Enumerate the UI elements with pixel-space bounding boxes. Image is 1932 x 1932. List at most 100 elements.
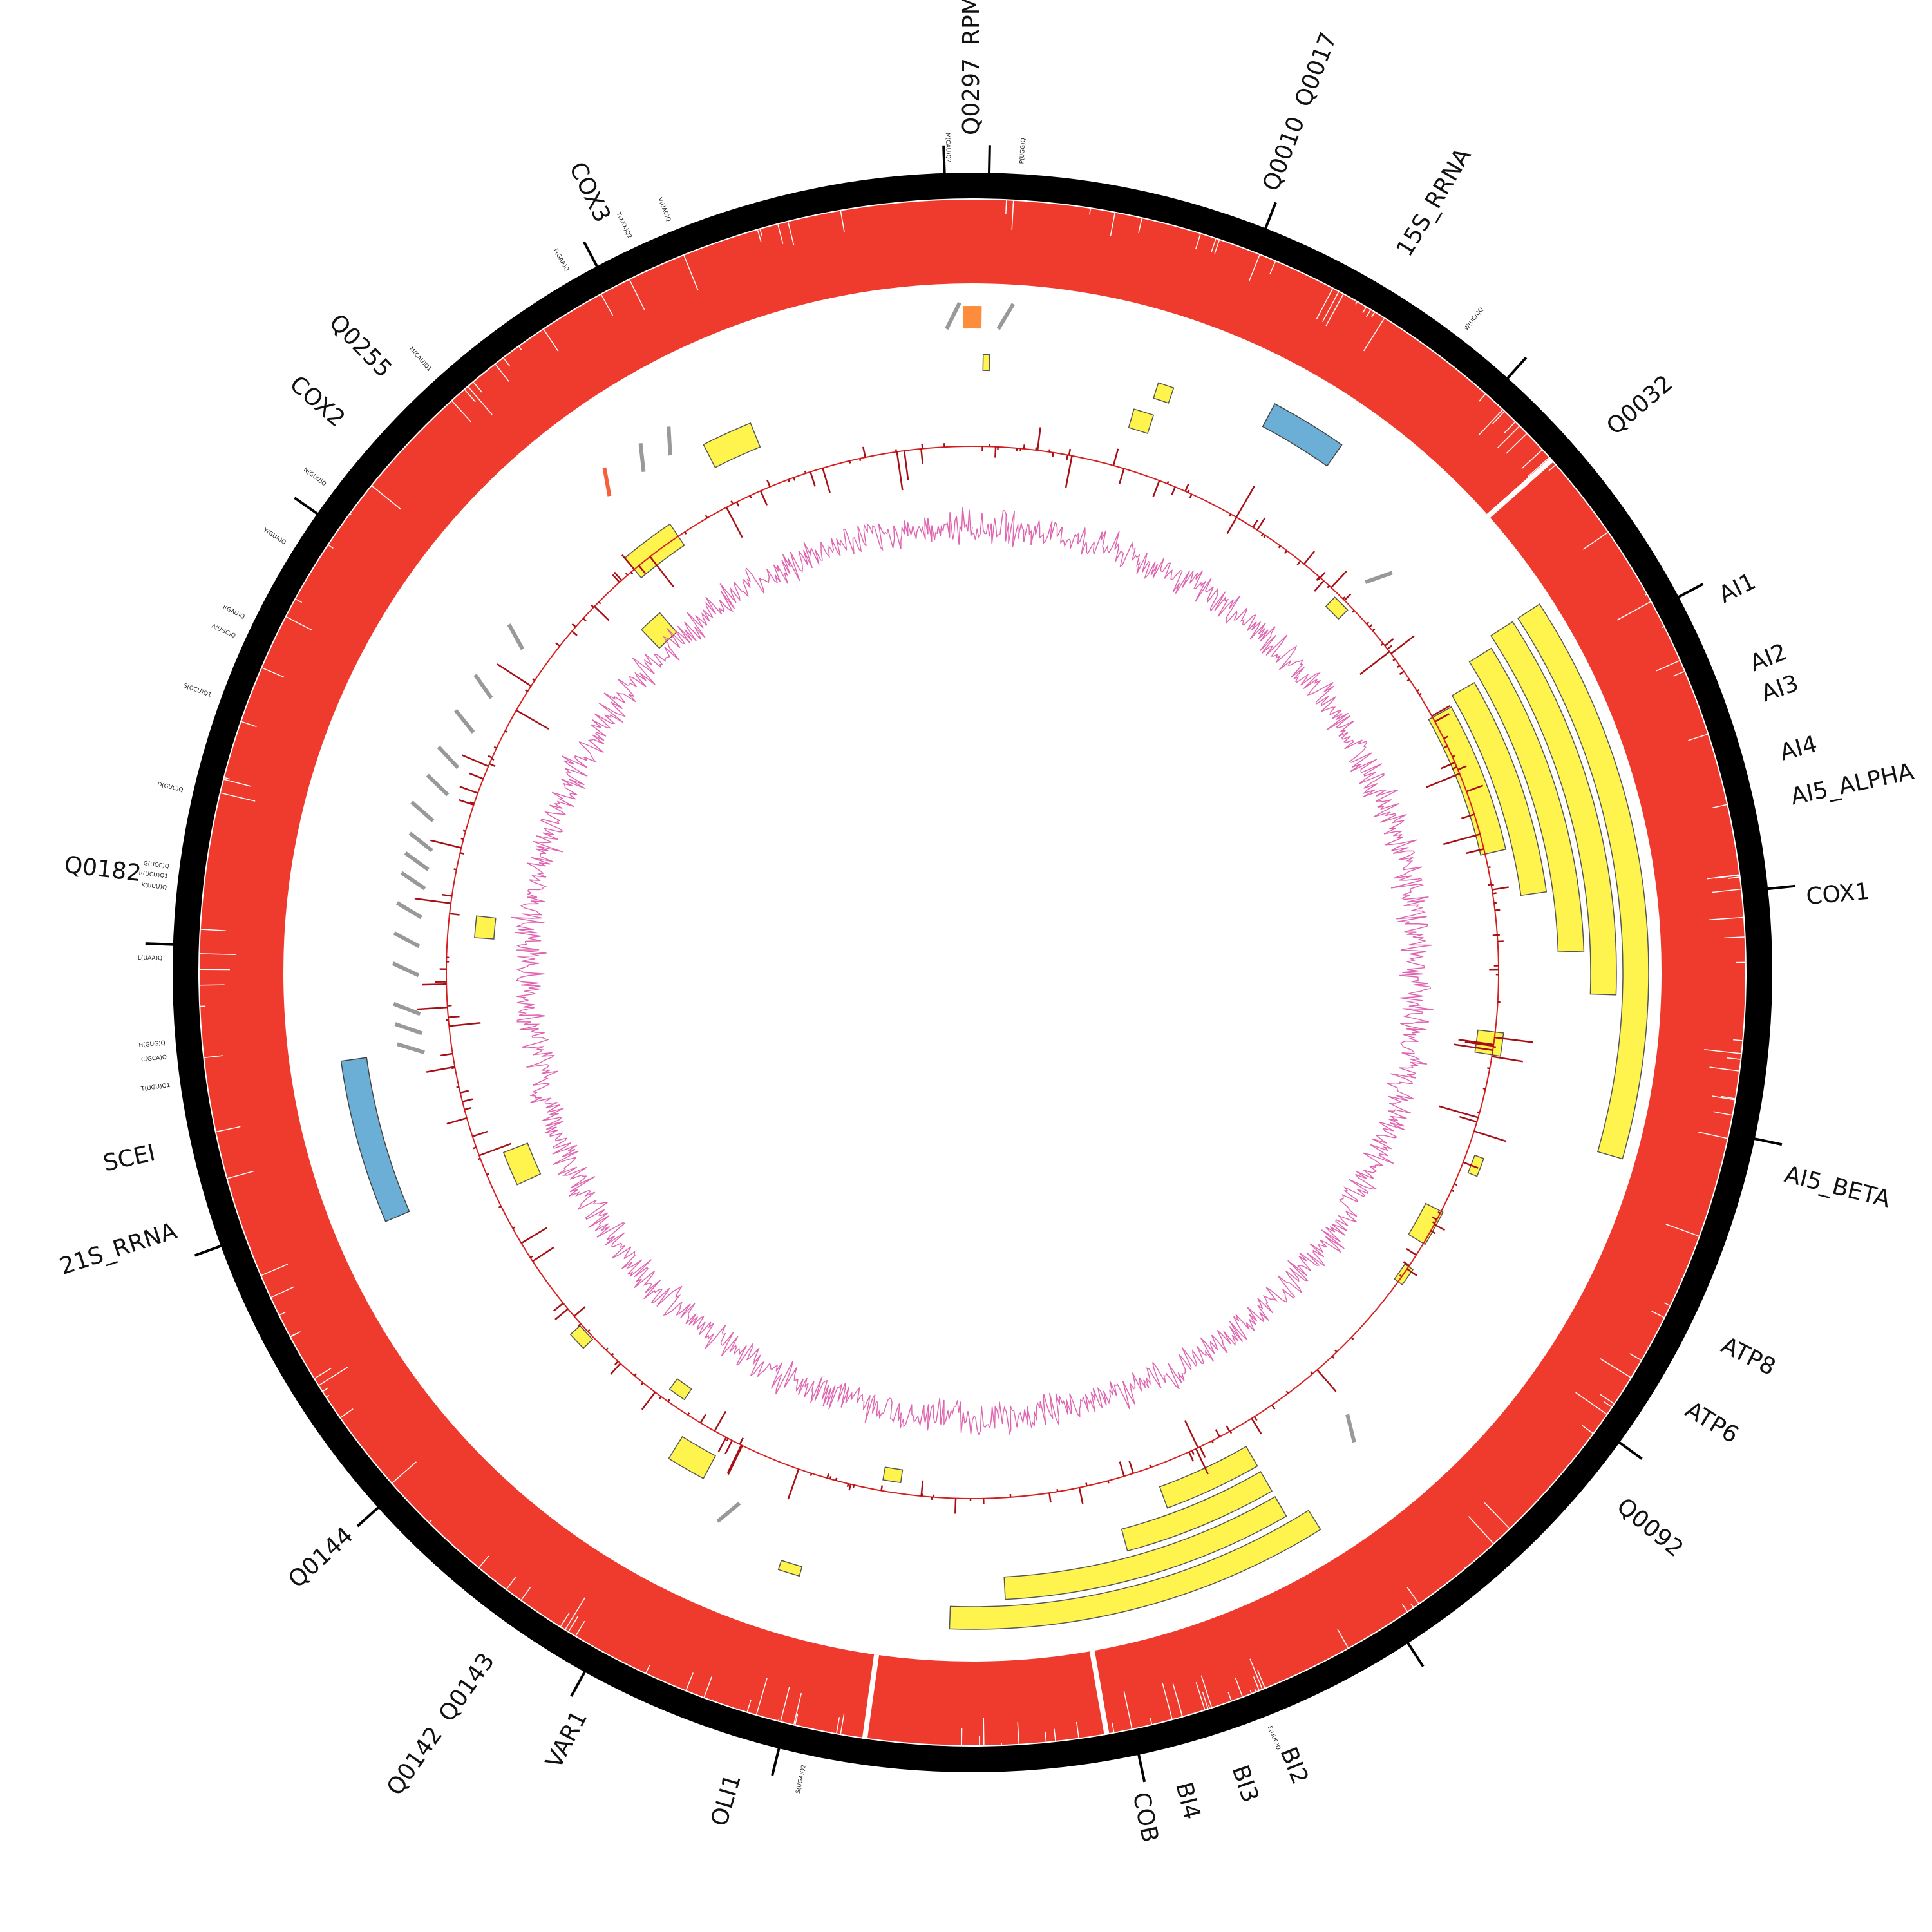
coverage-dip (1208, 1704, 1210, 1709)
coverage-dip (506, 1576, 516, 1589)
skew-spike (1390, 635, 1415, 654)
skew-spike (1263, 535, 1266, 538)
coverage-dip (220, 792, 256, 802)
coverage-dip (1363, 318, 1385, 352)
skew-spike (787, 479, 790, 482)
skew-spike (605, 1347, 609, 1351)
feature-box (982, 354, 990, 372)
skew-spike (1331, 571, 1347, 589)
coverage-dip (1253, 1676, 1260, 1690)
skew-spike (1350, 1336, 1354, 1340)
skew-spike (554, 1308, 569, 1320)
coverage-dip (1497, 426, 1520, 449)
skew-spike (488, 755, 493, 759)
coverage-dip (1195, 234, 1201, 250)
gene-label: BI2 (1274, 1743, 1313, 1788)
coverage-dip (1248, 254, 1260, 282)
trna-feature (400, 871, 426, 891)
skew-spike (1451, 1189, 1455, 1193)
skew-spike (414, 897, 451, 904)
skew-spike (456, 1086, 459, 1088)
backbone-ring (173, 173, 1772, 1772)
skew-spike (725, 507, 743, 538)
feature-box (474, 915, 497, 940)
coverage-ring (200, 200, 1745, 1745)
coverage-dip (1726, 1057, 1741, 1060)
skew-spike (1452, 755, 1455, 758)
gene-label: COX3 (564, 158, 615, 227)
skew-spike (1473, 1130, 1507, 1142)
scale-tick (771, 1747, 781, 1776)
skew-spike (497, 663, 532, 687)
coverage-dip (1325, 294, 1344, 327)
skew-spike (1454, 1043, 1493, 1051)
trna-label: P(UGG)Q (1019, 138, 1027, 164)
coverage-dip (565, 1597, 586, 1630)
coverage-dip (1665, 1224, 1700, 1237)
skew-spike (1229, 1430, 1233, 1434)
feature-box (1325, 596, 1349, 620)
feature-box (1153, 382, 1175, 404)
skew-spike (1189, 493, 1193, 499)
trna-label: S(UGA)Q2 (795, 1765, 808, 1794)
coverage-dip (1704, 1049, 1741, 1054)
coverage-dip (1582, 532, 1608, 550)
coverage-gap (1486, 457, 1554, 518)
skew-spike (469, 801, 475, 805)
skew-spike (461, 754, 489, 768)
scale-tick (1264, 202, 1277, 231)
coverage-dip (1651, 1311, 1665, 1318)
skew-spike (598, 601, 601, 605)
skew-spike (1256, 517, 1266, 531)
trna-feature (454, 708, 475, 734)
coverage-dip (503, 357, 511, 367)
scale-tick (1753, 1137, 1783, 1146)
feature-box (1003, 1496, 1287, 1600)
skew-spike (1331, 1356, 1335, 1359)
skew-spike (1235, 485, 1256, 518)
skew-spike (727, 1445, 743, 1475)
coverage-dip (1492, 411, 1505, 425)
coverage-dip (1410, 1603, 1414, 1608)
coverage-dip (1316, 288, 1333, 319)
trna-label: K(UUU)Q (141, 882, 167, 891)
feature-box (949, 1510, 1321, 1630)
coverage-dip (326, 1395, 330, 1397)
coverage-dip (261, 667, 285, 678)
skew-spike (1493, 902, 1497, 904)
skew-spike (1253, 1416, 1258, 1421)
skew-spike (504, 730, 508, 733)
skew-spike (491, 758, 495, 761)
coverage-dip (1733, 1039, 1743, 1041)
coverage-dip (328, 544, 334, 549)
skew-spike (472, 1130, 488, 1137)
trna-feature (602, 467, 612, 497)
coverage-dip (703, 1676, 712, 1698)
gene-label: 21S_RRNA (57, 1218, 180, 1280)
skew-spike (1432, 1221, 1435, 1224)
trna-feature (1345, 1414, 1356, 1443)
skew-spike (1327, 585, 1330, 589)
coverage-dip (1401, 1604, 1408, 1612)
gene-label: Q0144 (283, 1522, 359, 1594)
skew-spike (611, 1352, 614, 1356)
skew-spike (1492, 886, 1509, 891)
skew-spike (1392, 658, 1396, 661)
skew-spike (699, 1414, 706, 1424)
coverage-dip (241, 721, 257, 728)
skew-spike (1068, 448, 1072, 456)
gene-label: COX2 (285, 371, 350, 433)
coverage-dip (1688, 734, 1708, 741)
skew-spike (920, 448, 923, 464)
feature-box (1128, 408, 1155, 435)
skew-spike (1492, 934, 1498, 936)
skew-spike (717, 1437, 727, 1452)
skew-spike (1441, 761, 1455, 770)
coverage-dip (392, 1461, 417, 1484)
skew-spike (766, 480, 771, 488)
skew-spike (880, 1485, 884, 1491)
trna-feature (996, 303, 1016, 330)
skew-spike (848, 1484, 852, 1491)
skew-spike (1188, 1452, 1195, 1462)
